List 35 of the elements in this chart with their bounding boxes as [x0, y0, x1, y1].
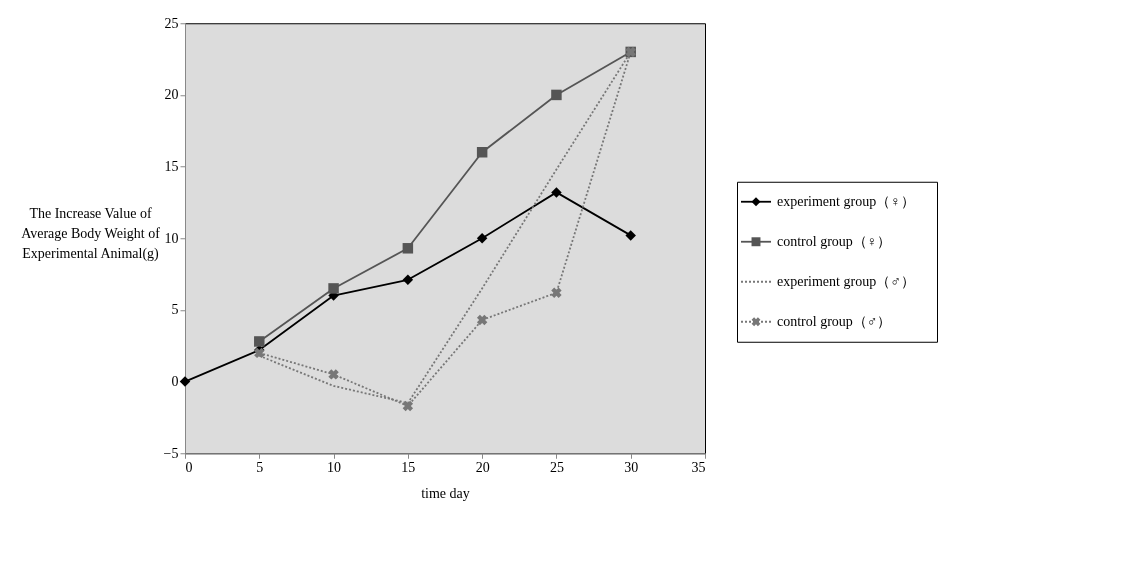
x-tick-label: 35 [691, 459, 706, 475]
legend-label: control group（♂） [777, 313, 892, 329]
y-tick-label: 25 [164, 15, 179, 31]
x-tick-label: 20 [475, 459, 490, 475]
x-tick-label: 15 [401, 459, 416, 475]
point [254, 336, 265, 347]
legend-label: experiment group（♂） [777, 273, 915, 289]
x-tick-label: 25 [549, 459, 564, 475]
legend-label: experiment group（♀） [777, 193, 915, 209]
point [476, 233, 488, 244]
point [551, 187, 562, 198]
x-tick-label: 5 [256, 459, 264, 475]
y-tick-label: 0 [171, 374, 179, 390]
y-tick-label: 5 [171, 302, 179, 318]
y-axis-title: The Increase Value of Average Body Weight of Experimental Animal(g) [21, 205, 161, 262]
point [402, 274, 414, 286]
y-tick-label: 10 [164, 230, 179, 246]
point [402, 243, 414, 254]
point [551, 287, 562, 298]
x-tick-label: 0 [185, 459, 193, 475]
point [476, 314, 488, 326]
point [402, 400, 414, 412]
point [328, 369, 339, 380]
point [625, 230, 636, 241]
point [551, 89, 562, 101]
legend-label: control group（♀） [777, 233, 892, 249]
y-tick-label: 20 [164, 87, 179, 103]
point [476, 147, 488, 158]
x-axis-title: time day [421, 485, 470, 501]
x-tick-label: 10 [327, 459, 342, 475]
y-tick-label: −5 [163, 445, 179, 461]
point [328, 283, 339, 294]
y-tick-label: 15 [164, 159, 179, 175]
point [179, 376, 191, 387]
x-tick-label: 30 [624, 459, 639, 475]
